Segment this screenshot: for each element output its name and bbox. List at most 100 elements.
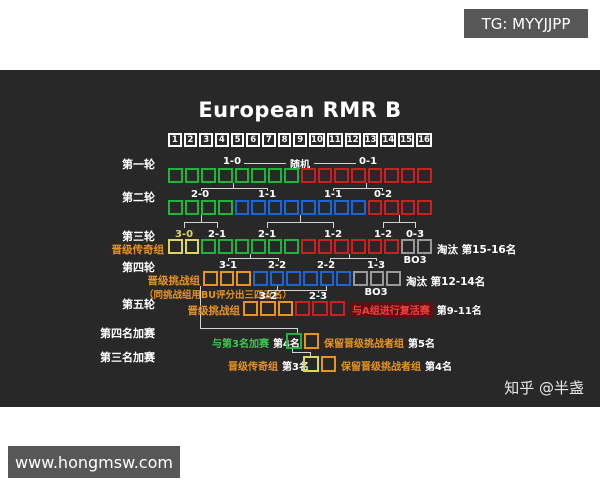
connector-line <box>383 222 416 223</box>
team-slot-green <box>267 239 283 254</box>
round5-tag-3-2: 3-2 <box>258 291 278 302</box>
playoff3-team-row <box>303 356 336 372</box>
team-slot-red <box>417 200 432 215</box>
seed-box: 12 <box>344 133 361 147</box>
team-slot-green <box>217 239 233 254</box>
round1-tag-0-1: 0-1 <box>358 156 378 167</box>
team-slot-red <box>400 168 416 183</box>
team-slot-green <box>284 168 299 183</box>
team-slot-red <box>367 200 383 215</box>
round2-label: 第二轮 <box>122 191 155 204</box>
connector-line <box>326 286 327 290</box>
seed-box: 7 <box>262 133 276 147</box>
team-slot-green <box>217 200 233 215</box>
connector-line <box>330 258 331 261</box>
round3-tag-1-2a: 1-2 <box>323 229 343 240</box>
connector-line <box>330 258 377 259</box>
playoff3-keep-challenger-text: 保留晋级挑战者组 <box>341 362 421 373</box>
team-slot-green <box>217 168 233 183</box>
team-slot-blue <box>303 271 318 286</box>
team-slot-blue <box>350 200 366 215</box>
team-slot-yellow <box>303 356 319 372</box>
team-slot-orange <box>203 271 218 286</box>
connector-line <box>333 188 383 189</box>
round3-eliminated-text: 淘汰 第15-16名 <box>437 244 517 256</box>
bracket-panel <box>0 70 600 407</box>
team-slot-red <box>367 239 383 254</box>
round3-tag-0-3: 0-3 <box>405 229 425 240</box>
connector-line <box>200 286 201 328</box>
seed-box: 15 <box>398 133 415 147</box>
round2-tag-0-2: 0-2 <box>373 189 393 200</box>
connector-line <box>382 188 383 191</box>
round5-team-row <box>243 301 345 316</box>
team-slot-red <box>294 301 311 316</box>
team-slot-red <box>301 168 316 183</box>
connector-line <box>292 349 293 353</box>
round1-tag-1-0: 1-0 <box>222 156 242 167</box>
round3-tag-2-1a: 2-1 <box>207 229 227 240</box>
connector-line <box>376 258 377 261</box>
team-slot-red <box>317 239 333 254</box>
connector-line <box>297 328 298 333</box>
connector-line <box>267 222 334 223</box>
website-watermark: www.hongmsw.com <box>8 446 180 478</box>
seed-box: 1 <box>168 133 182 147</box>
zhihu-credit: 知乎 @半盏 <box>504 379 584 397</box>
round5-promote-challengers-label: 晋级挑战组 <box>187 305 241 317</box>
connector-line <box>383 222 384 228</box>
connector-line <box>201 188 268 189</box>
round5-relegation-text: 与A组进行复活赛 <box>349 302 433 317</box>
team-slot-blue <box>301 200 316 215</box>
connector-line <box>318 290 319 293</box>
team-slot-red <box>317 168 333 183</box>
team-slot-yellow <box>184 239 200 254</box>
round4-label: 第四轮 <box>122 261 155 274</box>
connector-line <box>278 258 279 261</box>
team-slot-green <box>184 168 200 183</box>
page-title: European RMR B <box>198 98 402 122</box>
round5-tag-2-3: 2-3 <box>308 291 328 302</box>
round4-eliminated-text: 淘汰 第12-14名 <box>406 276 486 288</box>
connector-line <box>277 286 278 290</box>
team-slot-gray <box>386 271 402 286</box>
round4-tag-2-2b: 2-2 <box>316 260 336 271</box>
playoff4-keep-challenger-text: 保留晋级挑战者组 <box>324 339 404 350</box>
team-slot-orange <box>303 333 319 349</box>
round2-tag-2-0: 2-0 <box>190 189 210 200</box>
connector-line <box>314 163 356 164</box>
playoff3-promote-legends-text: 晋级传奇组 <box>228 362 278 373</box>
seed-box: 13 <box>362 133 379 147</box>
round2-tag-1-1b: 1-1 <box>323 189 343 200</box>
team-slot-green <box>234 168 250 183</box>
connector-line <box>333 188 334 191</box>
team-slot-blue <box>284 200 299 215</box>
team-slot-green <box>168 200 183 215</box>
team-slot-blue <box>253 271 268 286</box>
seed-box: 16 <box>416 133 432 147</box>
team-slot-red <box>301 239 316 254</box>
round4-tag-3-1: 3-1 <box>218 260 238 271</box>
connector-line <box>267 222 268 228</box>
team-slot-orange <box>277 301 293 316</box>
round3-team-row <box>168 239 432 254</box>
seed-box: 2 <box>183 133 198 147</box>
round2-team-row <box>168 200 432 215</box>
playoff3-left-rank: 第3名 <box>282 362 309 373</box>
connector-line <box>415 222 416 228</box>
seed-box: 5 <box>230 133 245 147</box>
team-slot-red <box>400 200 416 215</box>
seed-box: 4 <box>215 133 229 147</box>
round3-label: 第三轮 <box>122 230 155 243</box>
round2-tag-1-1a: 1-1 <box>257 189 277 200</box>
connector-line <box>366 183 367 188</box>
connector-line <box>310 352 311 356</box>
team-slot-orange <box>236 271 252 286</box>
team-slot-green <box>251 168 266 183</box>
playoff4-team-row <box>286 333 319 349</box>
seed-box: 6 <box>246 133 261 147</box>
connector-line <box>349 254 350 258</box>
team-slot-red <box>350 168 366 183</box>
round5-relegation-rank: 第9-11名 <box>436 306 482 317</box>
team-slot-blue <box>267 200 283 215</box>
